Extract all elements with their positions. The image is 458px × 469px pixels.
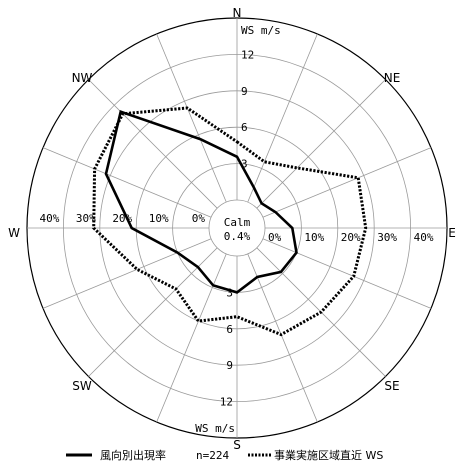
calm-value: 0.4% — [224, 230, 251, 243]
legend-ws-label: 事業実施区域直近 WS — [274, 448, 383, 462]
compass-label-e: E — [448, 226, 456, 240]
frequency-tick-west: 40% — [40, 212, 60, 225]
ws-tick-north: 12 — [241, 48, 254, 61]
compass-label-se: SE — [384, 379, 399, 393]
ws-tick-north: 9 — [241, 85, 248, 98]
ws-unit-label-south: WS m/s — [195, 422, 235, 435]
series-layer — [92, 106, 368, 337]
frequency-tick-west: 0% — [192, 212, 206, 225]
ws-tick-south: 12 — [220, 396, 233, 409]
grid-spoke — [262, 147, 432, 218]
grid-spoke — [262, 238, 432, 309]
ws-tick-north: 3 — [241, 158, 248, 171]
grid-spoke — [88, 79, 218, 209]
series-frequency-line — [104, 110, 298, 294]
grid-spoke — [156, 33, 227, 203]
frequency-tick-east: 20% — [341, 231, 361, 244]
grid-spoke — [256, 79, 386, 209]
ws-tick-south: 9 — [226, 359, 233, 372]
legend-frequency-label: 風向別出現率 — [100, 448, 166, 462]
grid-spoke — [42, 147, 212, 218]
compass-label-w: W — [8, 226, 20, 240]
frequency-tick-west: 30% — [76, 212, 96, 225]
compass-label-n: N — [233, 6, 242, 20]
compass-label-s: S — [233, 438, 241, 452]
series-ws-line — [92, 106, 368, 337]
frequency-tick-west: 20% — [112, 212, 132, 225]
grid-spoke — [247, 33, 318, 203]
legend: 風向別出現率 n=224 事業実施区域直近 WS — [66, 448, 383, 462]
frequency-tick-west: 10% — [149, 212, 169, 225]
ws-tick-south: 6 — [226, 323, 233, 336]
frequency-tick-east: 0% — [268, 231, 282, 244]
frequency-tick-east: 10% — [304, 231, 324, 244]
calm-label: Calm — [224, 216, 251, 229]
frequency-tick-east: 40% — [414, 231, 434, 244]
grid-spoke — [88, 247, 218, 377]
legend-n-label: n=224 — [196, 449, 229, 462]
compass-label-nw: NW — [72, 71, 93, 85]
compass-label-ne: NE — [384, 71, 401, 85]
grid-spoke — [247, 253, 318, 423]
polar-grid — [26, 17, 448, 439]
ws-tick-south: 3 — [226, 286, 233, 299]
compass-label-sw: SW — [72, 379, 92, 393]
ws-tick-north: 6 — [241, 121, 248, 134]
ws-unit-label-north: WS m/s — [241, 24, 281, 37]
frequency-tick-east: 30% — [377, 231, 397, 244]
grid-spoke — [42, 238, 212, 309]
axis-labels: N NE E SE S SW W NW 0% 0% 10% 10% 20% 20% 30% 30% 40% 40%… — [8, 6, 456, 452]
grid-spoke — [156, 253, 227, 423]
